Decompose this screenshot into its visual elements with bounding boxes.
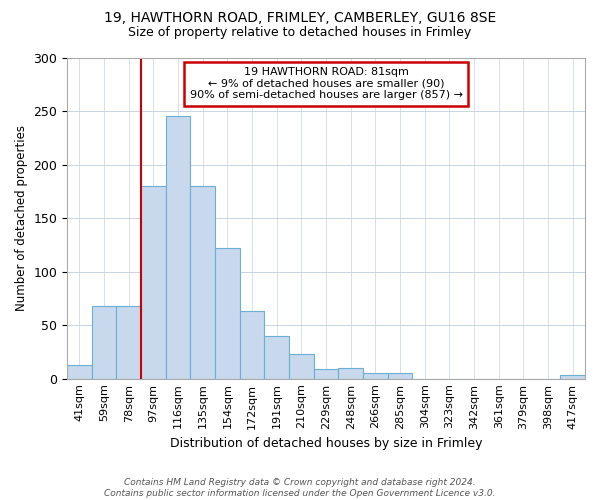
Bar <box>166 116 190 378</box>
Text: Contains HM Land Registry data © Crown copyright and database right 2024.
Contai: Contains HM Land Registry data © Crown c… <box>104 478 496 498</box>
Bar <box>215 248 240 378</box>
Bar <box>67 365 92 378</box>
Bar <box>289 354 314 378</box>
Bar <box>116 306 141 378</box>
Bar <box>190 186 215 378</box>
Text: 19 HAWTHORN ROAD: 81sqm
← 9% of detached houses are smaller (90)
90% of semi-det: 19 HAWTHORN ROAD: 81sqm ← 9% of detached… <box>190 67 463 100</box>
Bar <box>240 311 265 378</box>
Y-axis label: Number of detached properties: Number of detached properties <box>15 125 28 311</box>
Bar <box>92 306 116 378</box>
X-axis label: Distribution of detached houses by size in Frimley: Distribution of detached houses by size … <box>170 437 482 450</box>
Bar <box>141 186 166 378</box>
Text: Size of property relative to detached houses in Frimley: Size of property relative to detached ho… <box>128 26 472 39</box>
Bar <box>338 368 363 378</box>
Text: 19, HAWTHORN ROAD, FRIMLEY, CAMBERLEY, GU16 8SE: 19, HAWTHORN ROAD, FRIMLEY, CAMBERLEY, G… <box>104 11 496 25</box>
Bar <box>265 336 289 378</box>
Bar <box>388 374 412 378</box>
Bar <box>314 369 338 378</box>
Bar <box>363 374 388 378</box>
Bar <box>560 376 585 378</box>
